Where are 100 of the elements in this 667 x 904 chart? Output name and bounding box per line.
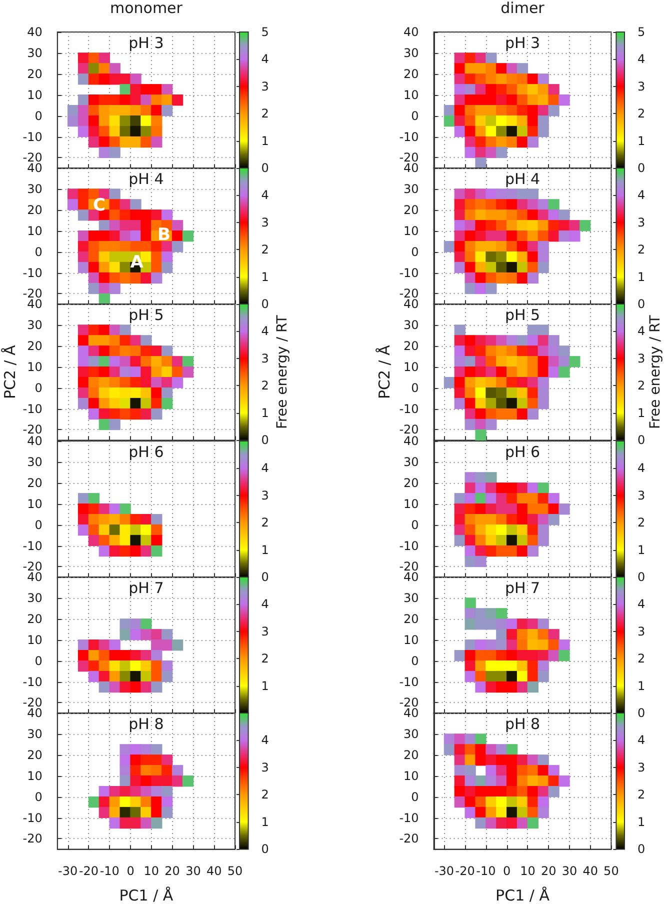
y-tick-label: -20	[22, 832, 42, 846]
point	[162, 754, 173, 766]
y-tick-label: 10	[27, 88, 42, 102]
chart-title: pH 5	[128, 306, 164, 324]
y-tick-label: 30	[403, 46, 418, 60]
color-bar-label: 4	[261, 188, 269, 202]
color-bar-label: 2	[637, 242, 645, 257]
y-tick-label: 0	[410, 654, 418, 668]
y-tick-label: 20	[27, 612, 42, 626]
y-tick-label: 30	[27, 726, 42, 741]
x-tick-label: 0	[126, 864, 134, 878]
color-bar-label: 0	[637, 434, 645, 448]
y-tick-label: 40	[403, 25, 418, 39]
y-axis-title: PC2 / Å	[374, 344, 393, 400]
color-bar-label: 2	[261, 788, 269, 802]
y-tick-label: 20	[403, 476, 418, 490]
point	[140, 628, 152, 640]
color-bar-label: 5	[261, 25, 269, 39]
color-bar-label: 0	[637, 706, 645, 720]
color-bar-label: 1	[637, 406, 645, 420]
color-bar-label: 3	[261, 760, 269, 774]
color-bar-label: 2	[261, 106, 269, 121]
color-bar-label: 0	[637, 297, 645, 312]
y-tick-label: -10	[398, 266, 418, 280]
y-tick-label: 20	[403, 748, 418, 762]
y-tick-label: 0	[34, 245, 42, 260]
point	[109, 639, 120, 650]
x-tick-label: -10	[476, 864, 496, 878]
y-tick-label: 40	[27, 25, 42, 39]
y-tick-label: 0	[410, 790, 418, 804]
y-tick-label: 20	[27, 66, 42, 81]
y-tick-label: 20	[27, 339, 42, 354]
color-bar-label: 0	[637, 161, 645, 176]
y-tick-label: 20	[403, 66, 418, 81]
y-tick-label: -10	[398, 402, 418, 416]
annotation: A	[130, 252, 144, 272]
color-bar-label: 1	[637, 270, 645, 284]
y-tick-label: 30	[403, 454, 418, 469]
color-bar-label: 0	[261, 297, 269, 312]
point	[98, 545, 110, 556]
chart-title: pH 8	[128, 715, 164, 733]
color-bar-label: 3	[261, 216, 269, 230]
point	[140, 817, 152, 829]
color-bar-label: 3	[261, 79, 269, 94]
point	[130, 681, 142, 692]
point	[120, 817, 131, 829]
chart-title: pH 8	[504, 715, 540, 733]
color-bar-label: 4	[637, 733, 645, 748]
color-bar-label: 1	[637, 814, 645, 829]
color-bar-label: 4	[261, 597, 269, 612]
y-tick-label: 20	[27, 748, 42, 762]
color-bar-label: 4	[637, 597, 645, 612]
x-tick-label: 40	[582, 864, 598, 878]
x-tick-label: 50	[227, 864, 243, 878]
point	[98, 681, 110, 692]
y-tick-label: 30	[27, 590, 42, 605]
color-bar-label: 2	[261, 379, 269, 394]
point	[151, 514, 162, 525]
color-bar-label: 1	[261, 542, 269, 557]
color-bar-label: 5	[637, 25, 645, 39]
color-bar-label: 3	[261, 352, 269, 366]
chart-title: pH 7	[504, 578, 540, 597]
color-bar-label: 4	[261, 52, 269, 66]
point	[172, 639, 184, 650]
y-tick-label: 40	[403, 297, 418, 312]
y-tick-label: 20	[403, 612, 418, 626]
color-bar-title: Free energy / RT	[647, 315, 663, 430]
y-tick-label: 40	[403, 706, 418, 720]
point	[162, 786, 173, 798]
chart-title: pH 6	[128, 442, 164, 461]
point	[151, 744, 162, 756]
x-tick-label: -20	[454, 864, 474, 878]
chart-title: pH 4	[504, 170, 540, 188]
x-tick-label: 30	[186, 864, 201, 878]
color-bar-label: 4	[637, 188, 645, 202]
color-bar-label: 1	[637, 134, 645, 148]
color-bar-label: 1	[637, 678, 645, 693]
point	[140, 681, 152, 692]
y-tick-label: 10	[403, 768, 418, 783]
y-tick-label: 10	[27, 360, 42, 374]
y-tick-label: 30	[403, 590, 418, 605]
y-tick-label: -10	[22, 674, 42, 689]
color-bar-label: 3	[637, 352, 645, 366]
color-bar-label: 4	[261, 324, 269, 339]
y-tick-label: 10	[403, 88, 418, 102]
y-tick-label: 10	[403, 224, 418, 238]
text: monomer	[110, 0, 184, 17]
y-tick-label: 20	[27, 476, 42, 490]
y-tick-label: -10	[22, 266, 42, 280]
color-bar-label: 3	[637, 79, 645, 94]
color-bar-label: 2	[637, 788, 645, 802]
color-bar-label: 1	[261, 406, 269, 420]
y-tick-label: 30	[403, 318, 418, 332]
color-bar-label: 0	[261, 842, 269, 856]
y-tick-label: 0	[34, 108, 42, 123]
y-tick-label: 20	[27, 203, 42, 218]
y-tick-label: 40	[403, 161, 418, 176]
x-tick-label: 40	[206, 864, 222, 878]
point	[88, 796, 100, 808]
x-tick-label: -20	[78, 864, 99, 878]
